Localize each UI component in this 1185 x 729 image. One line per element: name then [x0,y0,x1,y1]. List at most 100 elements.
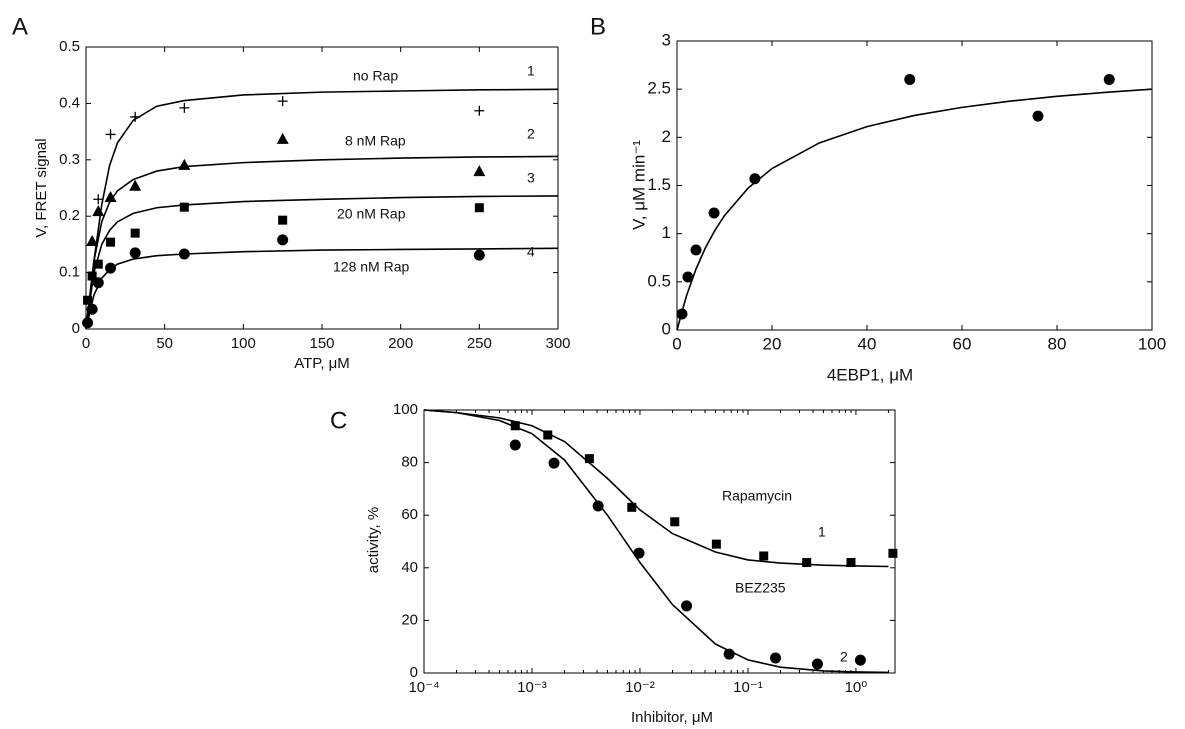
data-point [179,102,190,113]
annotation: 4 [527,244,535,260]
data-point [473,165,486,177]
data-point [802,558,812,568]
data-point [105,129,116,140]
x-tick-label: 250 [467,335,492,352]
y-tick-label: 0.4 [59,94,80,111]
panel-letter: C [330,407,347,434]
data-point [105,262,117,274]
data-point [888,548,898,558]
data-point [276,132,289,144]
x-tick-label: 0 [82,335,90,352]
data-point [130,228,140,238]
x-tick-label: 100 [231,335,256,352]
data-point [473,249,485,261]
plot-frame [423,409,896,674]
data-point [676,308,688,320]
x-axis-label: 4EBP1, μM [827,365,913,384]
data-point [633,547,645,559]
annotation: 128 nM Rap [333,259,409,275]
annotation: 2 [840,649,848,665]
y-tick-label: 2 [662,127,671,146]
data-point [92,205,105,217]
x-tick-label: 10⁻² [625,679,655,696]
data-point [86,303,98,315]
data-point [474,105,485,116]
y-tick-label: 0.5 [59,38,80,55]
fit-curve [85,88,559,330]
data-point [474,203,484,213]
fit-curve [423,409,889,674]
data-point [711,539,721,549]
data-point [770,652,782,664]
x-tick-label: 10⁻³ [517,679,547,696]
y-tick-label: 0 [72,320,80,337]
y-axis-label: activity, % [365,507,382,573]
data-point [592,500,604,512]
data-point [584,454,594,464]
y-tick-label: 80 [401,454,418,471]
data-point [627,502,637,512]
y-tick-label: 60 [401,506,418,523]
data-point [1032,110,1044,122]
data-point [759,551,769,561]
data-point [723,648,735,660]
y-tick-label: 40 [401,559,418,576]
data-point [86,235,99,247]
x-axis-label: Inhibitor, μM [631,709,713,726]
y-tick-label: 0.3 [59,151,80,168]
annotation: BEZ235 [735,580,786,596]
x-tick-label: 0 [672,334,681,353]
x-tick-label: 100 [1138,334,1166,353]
x-tick-label: 10⁻⁴ [408,679,439,696]
y-tick-label: 0.1 [59,264,80,281]
data-point [1103,74,1115,86]
fit-curve [85,155,559,330]
data-point [277,96,288,107]
annotation: 8 nM Rap [345,133,406,149]
x-tick-label: 80 [1048,334,1067,353]
fit-curve [85,247,559,330]
data-point [854,654,866,666]
data-point [543,430,553,440]
data-point [548,457,560,469]
fit-curve [423,409,889,568]
annotation: 1 [527,63,535,79]
x-tick-label: 150 [309,335,334,352]
data-point [277,234,289,246]
y-axis-label: V, FRET signal [33,138,50,237]
annotation: 3 [527,170,535,186]
data-point [904,74,916,86]
x-tick-label: 10⁰ [845,679,868,696]
data-point [708,207,720,219]
data-point [510,421,520,431]
data-point [811,658,823,670]
y-tick-label: 3 [662,30,671,49]
y-tick-label: 0 [662,319,671,338]
data-point [129,179,142,191]
y-tick-label: 1.5 [647,175,671,194]
y-tick-label: 2.5 [647,79,671,98]
x-tick-label: 60 [953,334,972,353]
data-point [846,558,856,568]
data-point [130,111,141,122]
data-point [106,237,116,247]
y-tick-label: 0.2 [59,207,80,224]
y-tick-label: 0 [410,664,418,681]
data-point [690,244,702,256]
fit-curve [85,195,559,330]
fit-curve [676,88,1153,331]
data-point [93,259,103,269]
data-point [681,600,693,612]
y-tick-label: 1 [662,223,671,242]
x-tick-label: 300 [545,335,570,352]
annotation: Rapamycin [722,488,792,504]
data-point [104,191,117,203]
x-tick-label: 40 [858,334,877,353]
x-tick-label: 20 [763,334,782,353]
x-tick-label: 10⁻¹ [733,679,763,696]
data-point [179,202,189,212]
data-point [83,295,93,305]
annotation: 20 nM Rap [337,206,406,222]
data-point [509,439,521,451]
